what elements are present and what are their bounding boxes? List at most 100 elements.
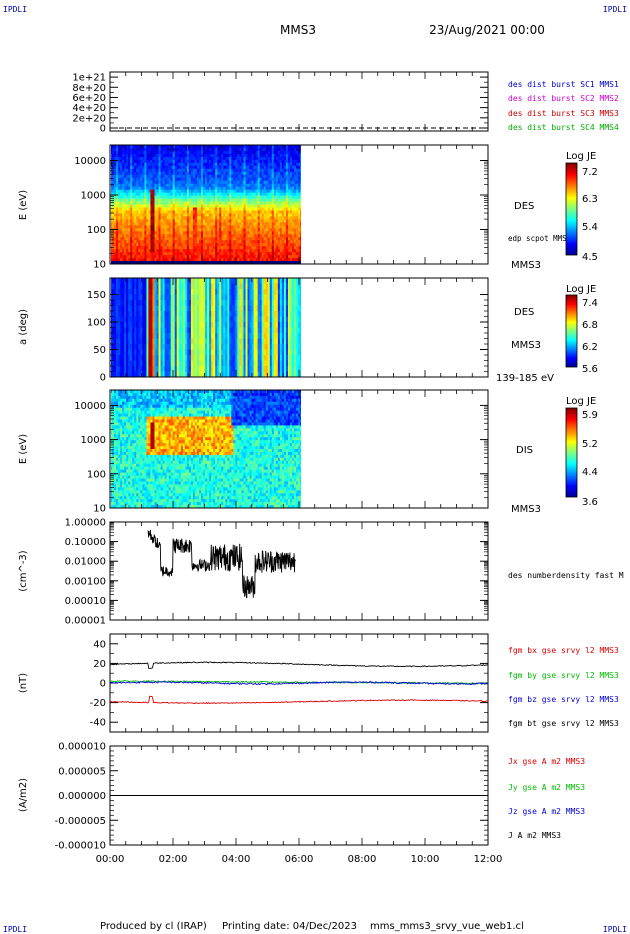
spectrogram-cell xyxy=(146,322,149,328)
spectrogram-cell xyxy=(281,162,285,167)
spectrogram-cell xyxy=(142,171,145,176)
spectrogram-cell xyxy=(130,249,133,253)
spectrogram-cell xyxy=(178,344,182,350)
spectrogram-cell xyxy=(223,162,226,167)
spectrogram-cell xyxy=(211,183,214,188)
spectrogram-cell xyxy=(166,255,170,259)
spectrogram-cell xyxy=(150,177,153,182)
spectrogram-cell xyxy=(180,150,184,155)
spectrogram-cell xyxy=(144,360,147,367)
spectrogram-cell xyxy=(229,222,232,226)
spectrogram-cell xyxy=(201,246,204,250)
spectrogram-cell xyxy=(201,198,204,202)
spectrogram-cell xyxy=(215,243,218,247)
spectrogram-cell xyxy=(190,231,194,235)
spectrogram-cell xyxy=(128,322,131,328)
spectrogram-cell xyxy=(174,300,178,306)
spectrogram-cell xyxy=(111,289,113,295)
spectrogram-cell xyxy=(219,240,222,244)
spectrogram-cell xyxy=(186,327,190,334)
spectrogram-cell xyxy=(112,261,115,264)
spectrogram-cell xyxy=(231,234,234,238)
spectrogram-cell xyxy=(182,243,186,247)
spectrogram-cell xyxy=(269,234,273,238)
spectrogram-cell xyxy=(154,240,157,244)
spectrogram-cell xyxy=(267,234,271,238)
spectrogram-cell xyxy=(225,300,228,306)
spectrogram-cell xyxy=(154,180,157,185)
spectrogram-cell xyxy=(156,305,159,312)
spectrogram-cell xyxy=(217,150,220,155)
spectrogram-cell xyxy=(150,192,153,196)
spectrogram-cell xyxy=(209,366,212,372)
spectrogram-cell xyxy=(111,349,113,356)
spectrogram-cell xyxy=(160,294,163,301)
spectrogram-cell xyxy=(259,258,263,262)
spectrogram-cell xyxy=(134,283,137,290)
spectrogram-cell xyxy=(166,240,170,244)
spectrogram-cell xyxy=(114,344,117,350)
spectrogram-cell xyxy=(154,283,157,290)
spectrogram-cell xyxy=(203,159,206,164)
spectrogram-cell xyxy=(112,255,115,259)
spectrogram-cell xyxy=(128,333,131,339)
spectrogram-cell xyxy=(207,240,210,244)
spectrogram-cell xyxy=(148,168,151,173)
spectrogram-cell xyxy=(114,322,117,328)
spectrogram-cell xyxy=(271,171,275,176)
spectrogram-cell xyxy=(186,333,190,339)
spectrogram-cell xyxy=(196,198,200,202)
spectrogram-cell xyxy=(140,186,143,191)
spectrogram-cell xyxy=(287,258,291,262)
spectrogram-cell xyxy=(130,237,133,241)
spectrogram-cell xyxy=(277,150,281,155)
spectrogram-cell xyxy=(233,243,236,247)
spectrogram-cell xyxy=(128,162,131,167)
spectrogram-cell xyxy=(221,165,224,170)
spectrogram-cell xyxy=(182,147,186,152)
spectrogram-cell xyxy=(130,255,133,259)
spectrogram-cell xyxy=(140,300,143,306)
spectrogram-cell xyxy=(251,147,255,152)
spectrogram-cell xyxy=(201,258,204,262)
spectrogram-cell xyxy=(203,344,206,350)
spectrogram-cell xyxy=(134,355,137,361)
spectrogram-cell xyxy=(170,261,174,264)
spectrogram-cell xyxy=(170,216,174,220)
spectrogram-cell xyxy=(186,349,190,356)
spectrogram-cell xyxy=(205,252,208,256)
spectrogram-cell xyxy=(176,150,180,155)
spectrogram-cell xyxy=(247,186,250,191)
spectrogram-cell xyxy=(162,228,166,232)
spectrogram-cell xyxy=(253,222,257,226)
spectrogram-cell xyxy=(292,174,295,179)
spectrogram-cell xyxy=(132,145,135,149)
spectrogram-cell xyxy=(180,371,184,377)
spectrogram-cell xyxy=(239,243,242,247)
spectrogram-cell xyxy=(207,195,210,199)
spectrogram-cell xyxy=(148,344,151,350)
spectrogram-cell xyxy=(138,189,141,193)
spectrogram-cell xyxy=(203,294,206,301)
spectrogram-cell xyxy=(271,168,275,173)
spectrogram-cell xyxy=(158,198,161,202)
spectrogram-cell xyxy=(138,316,141,323)
spectrogram-cell xyxy=(166,371,170,377)
spectrogram-cell xyxy=(209,360,212,367)
spectrogram-cell xyxy=(150,249,153,253)
spectrogram-cell xyxy=(300,180,301,185)
spectrogram-cell xyxy=(237,174,240,179)
spectrogram-cell xyxy=(205,204,208,208)
spectrogram-cell xyxy=(245,201,248,205)
spectrogram-cell xyxy=(253,219,257,223)
spectrogram-cell xyxy=(192,168,196,173)
spectrogram-cell xyxy=(194,210,198,214)
spectrogram-cell xyxy=(225,289,228,295)
spectrogram-cell xyxy=(237,258,240,262)
spectrogram-cell xyxy=(201,240,204,244)
spectrogram-cell xyxy=(235,207,238,211)
spectrogram-cell xyxy=(290,150,293,155)
spectrogram-cell xyxy=(261,261,265,264)
spectrogram-cell xyxy=(128,316,131,323)
spectrogram-cell xyxy=(203,283,206,290)
